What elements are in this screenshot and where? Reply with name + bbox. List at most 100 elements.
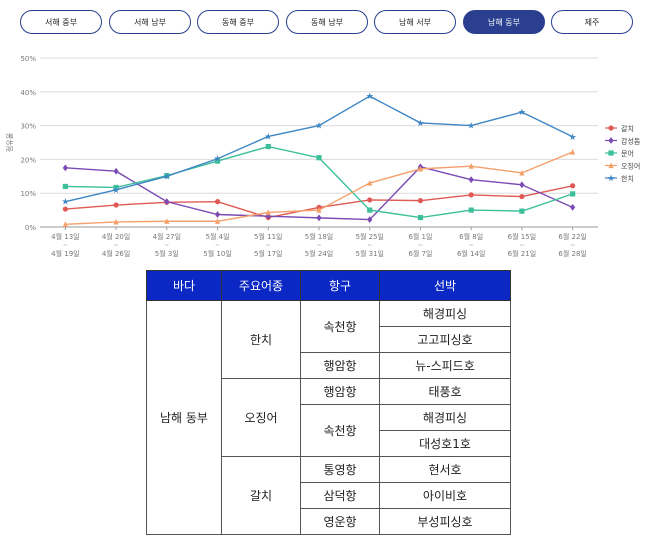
data-point xyxy=(316,155,322,161)
tab-west-south[interactable]: 서해 남부 xyxy=(109,10,191,34)
data-point xyxy=(214,158,221,164)
vessel-cell: 뉴-스피드호 xyxy=(379,352,511,379)
data-point xyxy=(570,203,576,211)
data-point xyxy=(417,165,424,172)
legend-label: 한치 xyxy=(621,174,634,183)
sea-cell: 남해 동부 xyxy=(146,300,222,535)
x-tick-label-sep: ~ xyxy=(519,242,524,249)
data-point xyxy=(113,218,119,225)
table-row: 행암항 뉴-스피드호 xyxy=(147,352,511,379)
x-tick-label-start: 4월 13일 xyxy=(51,232,79,241)
vessel-cell: 현서호 xyxy=(379,456,511,483)
tab-west-central[interactable]: 서해 중부 xyxy=(20,10,102,34)
data-point xyxy=(367,179,373,186)
x-tick-label-end: 4월 26일 xyxy=(102,249,130,258)
vessel-cell: 태풍호 xyxy=(379,378,511,405)
species-cell: 갈치 xyxy=(221,456,301,535)
data-point xyxy=(316,207,322,213)
data-point xyxy=(608,137,614,144)
header-port: 항구 xyxy=(300,270,380,301)
data-point xyxy=(468,192,474,198)
data-point: ★ xyxy=(416,119,424,129)
y-tick-label: 30% xyxy=(20,123,36,131)
table-header-row: 바다 주요어종 항구 선박 xyxy=(146,270,511,301)
x-tick-label-end: 5월 10일 xyxy=(203,249,231,258)
x-tick-label-start: 5월 18일 xyxy=(305,232,333,241)
data-point: ★ xyxy=(163,172,171,182)
data-point xyxy=(113,167,119,175)
data-point xyxy=(468,163,474,169)
x-tick-label-start: 6월 22일 xyxy=(558,232,586,241)
region-tabs: 서해 중부 서해 남부 동해 중부 동해 남부 남해 서부 남해 동부 제주 xyxy=(20,10,640,36)
data-point xyxy=(570,191,576,197)
y-tick-label: 20% xyxy=(20,156,36,164)
x-tick-label-end: 6월 21일 xyxy=(508,249,536,258)
data-point xyxy=(316,214,322,222)
header-species: 주요어종 xyxy=(221,270,301,301)
x-tick-label-sep: ~ xyxy=(164,242,169,249)
data-point xyxy=(608,125,614,131)
data-point xyxy=(519,193,525,200)
table-row: 오징어 행암항 태풍호 xyxy=(147,378,511,457)
x-tick-label-sep: ~ xyxy=(114,242,119,249)
data-point: ★ xyxy=(112,186,120,196)
vessel-cell: 부성피싱호 xyxy=(379,508,511,535)
x-tick-label-end: 5월 3일 xyxy=(155,249,179,258)
tab-jeju[interactable]: 제주 xyxy=(551,10,633,34)
x-tick-label-sep: ~ xyxy=(215,242,220,249)
data-point: ★ xyxy=(61,198,69,208)
data-point xyxy=(62,164,68,172)
y-axis-label: 점유율 xyxy=(6,132,14,152)
data-point xyxy=(62,221,68,227)
data-point xyxy=(164,198,170,206)
x-tick-label-sep: ~ xyxy=(469,242,474,249)
x-tick-label-end: 6월 28일 xyxy=(558,249,586,258)
data-point xyxy=(519,208,525,214)
x-tick-label-end: 4월 19일 xyxy=(51,249,79,258)
vessel-cell: 아이비호 xyxy=(379,482,511,509)
data-point xyxy=(468,176,474,184)
data-point xyxy=(570,148,576,155)
data-point: ★ xyxy=(607,174,615,184)
data-point xyxy=(519,181,525,189)
vessel-cell: 해경피싱 xyxy=(379,300,511,327)
header-sea: 바다 xyxy=(146,270,222,301)
table-row: 영운항 부성피싱호 xyxy=(147,508,511,535)
x-tick-label-start: 4월 27일 xyxy=(153,232,181,241)
tab-east-central[interactable]: 동해 중부 xyxy=(197,10,279,34)
data-point: ★ xyxy=(569,133,577,143)
data-point xyxy=(214,211,221,218)
x-tick-label-sep: ~ xyxy=(266,242,271,249)
y-tick-label: 0% xyxy=(25,224,36,232)
vessel-cell: 고고피싱호 xyxy=(379,326,511,353)
table-row: 갈치 통영항 현서호 xyxy=(147,456,511,535)
data-point xyxy=(265,209,271,216)
legend-label: 갑성돔 xyxy=(621,137,641,146)
data-point: ★ xyxy=(214,155,222,165)
data-point xyxy=(265,143,271,150)
tab-south-west[interactable]: 남해 서부 xyxy=(374,10,456,34)
data-point xyxy=(113,202,119,208)
x-tick-label-sep: ~ xyxy=(570,242,575,249)
data-point: ★ xyxy=(315,122,323,132)
table-row: 남해 동부 한치 속천항 해경피싱 xyxy=(146,300,511,535)
legend-label: 오징어 xyxy=(621,162,640,171)
x-tick-label-end: 6월 14일 xyxy=(457,249,485,258)
data-point xyxy=(608,162,614,169)
tab-east-south[interactable]: 동해 남부 xyxy=(286,10,368,34)
data-point xyxy=(608,150,614,156)
legend-label: 문어 xyxy=(621,149,634,158)
x-tick-label-end: 5월 31일 xyxy=(355,249,383,258)
x-tick-label-sep: ~ xyxy=(367,242,372,249)
x-tick-label-start: 6월 8일 xyxy=(459,232,483,241)
x-tick-label-start: 4월 20일 xyxy=(102,232,130,241)
x-tick-label-start: 5월 4일 xyxy=(206,232,230,241)
x-tick-label-start: 5월 11일 xyxy=(254,232,282,241)
x-tick-label-sep: ~ xyxy=(63,242,68,249)
port-cell: 행암항 xyxy=(300,378,380,405)
port-cell: 영운항 xyxy=(300,508,380,535)
x-tick-label-end: 5월 24일 xyxy=(305,249,333,258)
tab-south-east[interactable]: 남해 동부 xyxy=(463,10,545,34)
data-point xyxy=(113,184,119,191)
port-cell: 통영항 xyxy=(300,456,380,483)
